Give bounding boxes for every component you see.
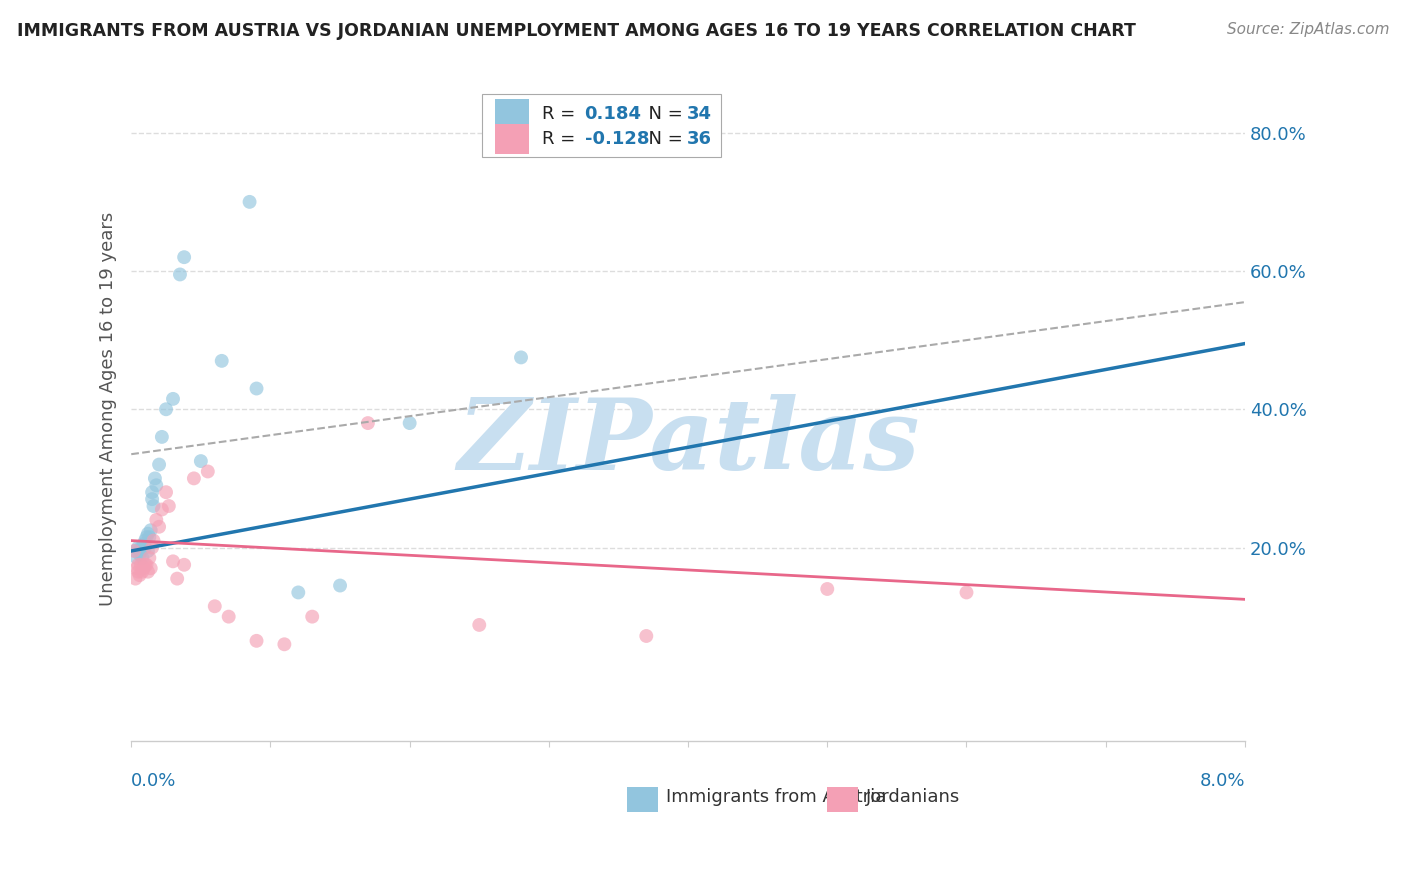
- Point: [131, 550, 153, 565]
- Point: [148, 520, 170, 534]
- Point: [150, 502, 173, 516]
- Text: Immigrants from Austria: Immigrants from Austria: [666, 789, 886, 806]
- Point: [329, 578, 352, 592]
- Point: [141, 485, 163, 500]
- Bar: [827, 787, 859, 812]
- Point: [135, 530, 157, 544]
- Point: [125, 550, 148, 565]
- Bar: [495, 99, 529, 128]
- Point: [131, 565, 153, 579]
- Text: IMMIGRANTS FROM AUSTRIA VS JORDANIAN UNEMPLOYMENT AMONG AGES 16 TO 19 YEARS CORR: IMMIGRANTS FROM AUSTRIA VS JORDANIAN UNE…: [17, 22, 1136, 40]
- Text: 36: 36: [688, 130, 711, 148]
- Bar: [495, 124, 529, 154]
- Point: [122, 544, 145, 558]
- Point: [138, 550, 160, 565]
- Point: [510, 351, 533, 365]
- Point: [129, 558, 152, 572]
- Point: [127, 565, 149, 579]
- Point: [636, 629, 658, 643]
- Point: [211, 354, 233, 368]
- Y-axis label: Unemployment Among Ages 16 to 19 years: Unemployment Among Ages 16 to 19 years: [100, 212, 117, 607]
- Point: [135, 558, 157, 572]
- Text: N =: N =: [637, 105, 689, 123]
- Text: ZIPatlas: ZIPatlas: [457, 394, 920, 491]
- Text: 34: 34: [688, 105, 711, 123]
- Point: [468, 618, 491, 632]
- Point: [357, 416, 380, 430]
- Point: [197, 465, 219, 479]
- Point: [145, 478, 167, 492]
- Point: [142, 499, 165, 513]
- Point: [138, 530, 160, 544]
- Point: [124, 544, 146, 558]
- Point: [125, 561, 148, 575]
- Point: [183, 471, 205, 485]
- Point: [136, 565, 159, 579]
- Text: Source: ZipAtlas.com: Source: ZipAtlas.com: [1226, 22, 1389, 37]
- Point: [166, 572, 188, 586]
- Point: [127, 541, 149, 555]
- Point: [173, 558, 195, 572]
- Text: 0.0%: 0.0%: [131, 772, 177, 789]
- FancyBboxPatch shape: [482, 94, 721, 157]
- Point: [136, 544, 159, 558]
- Point: [157, 499, 180, 513]
- Point: [132, 561, 155, 575]
- Text: R =: R =: [543, 105, 581, 123]
- Text: R =: R =: [543, 130, 581, 148]
- Point: [136, 526, 159, 541]
- Text: -0.128: -0.128: [585, 130, 650, 148]
- Point: [128, 568, 150, 582]
- Point: [155, 402, 177, 417]
- Point: [955, 585, 977, 599]
- Point: [204, 599, 226, 614]
- Point: [129, 541, 152, 555]
- Point: [190, 454, 212, 468]
- Point: [132, 537, 155, 551]
- Point: [398, 416, 420, 430]
- Point: [127, 558, 149, 572]
- Point: [245, 382, 267, 396]
- Point: [815, 582, 838, 596]
- Point: [143, 471, 166, 485]
- Point: [124, 572, 146, 586]
- Point: [134, 558, 156, 572]
- Text: Jordanians: Jordanians: [866, 789, 960, 806]
- Bar: [627, 787, 658, 812]
- Point: [301, 609, 323, 624]
- Point: [141, 492, 163, 507]
- Text: N =: N =: [637, 130, 689, 148]
- Point: [148, 458, 170, 472]
- Point: [239, 194, 262, 209]
- Point: [273, 637, 295, 651]
- Text: 8.0%: 8.0%: [1199, 772, 1244, 789]
- Point: [162, 554, 184, 568]
- Point: [173, 250, 195, 264]
- Point: [287, 585, 309, 599]
- Point: [245, 633, 267, 648]
- Point: [141, 541, 163, 555]
- Point: [162, 392, 184, 406]
- Point: [169, 268, 191, 282]
- Point: [139, 561, 162, 575]
- Point: [128, 548, 150, 562]
- Point: [155, 485, 177, 500]
- Text: 0.184: 0.184: [585, 105, 641, 123]
- Point: [139, 523, 162, 537]
- Point: [128, 544, 150, 558]
- Point: [134, 533, 156, 548]
- Point: [142, 533, 165, 548]
- Point: [134, 541, 156, 555]
- Point: [145, 513, 167, 527]
- Point: [218, 609, 240, 624]
- Point: [150, 430, 173, 444]
